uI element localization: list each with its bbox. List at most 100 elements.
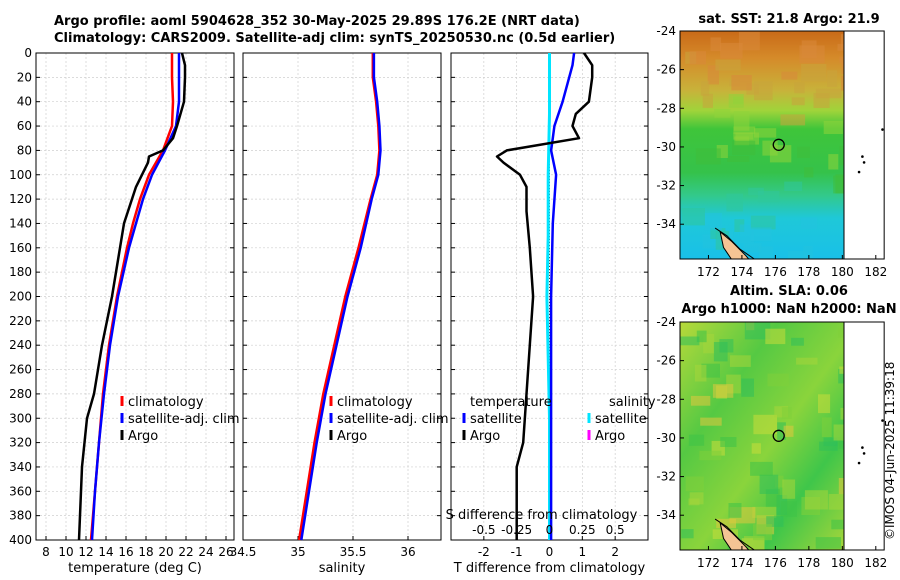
field-patch bbox=[743, 243, 762, 253]
y-tick-label: 240 bbox=[9, 338, 32, 352]
y-tick-label: -26 bbox=[656, 63, 676, 77]
coastline-contour bbox=[714, 518, 756, 550]
field-patch bbox=[815, 537, 841, 549]
field-patch bbox=[818, 394, 831, 414]
island-marker bbox=[861, 446, 864, 449]
field-patch bbox=[728, 503, 742, 518]
secondary-tick-label: 0.5 bbox=[606, 523, 625, 537]
island-marker bbox=[857, 170, 861, 174]
field-patch bbox=[727, 156, 750, 162]
field-patch bbox=[796, 357, 818, 365]
field-patch bbox=[704, 212, 722, 231]
field-patch bbox=[839, 146, 844, 166]
field-patch bbox=[837, 43, 844, 51]
field-patch bbox=[707, 65, 719, 85]
coastline-contour bbox=[714, 227, 756, 259]
field-patch bbox=[733, 126, 756, 134]
field-patch bbox=[719, 339, 734, 353]
field-patch bbox=[833, 424, 844, 441]
field-patch bbox=[838, 369, 844, 384]
x-tick-label: 10 bbox=[58, 545, 73, 559]
x-tick-label: 2 bbox=[611, 545, 619, 559]
field-patch bbox=[803, 246, 813, 259]
field-patch bbox=[714, 109, 731, 118]
field-patch bbox=[689, 51, 706, 65]
field-patch bbox=[801, 64, 827, 82]
x-tick-label: -2 bbox=[478, 545, 490, 559]
sla_map-title: Altim. SLA: 0.06 bbox=[730, 284, 848, 299]
field-patch bbox=[781, 407, 792, 419]
x-tick-label: 178 bbox=[797, 265, 820, 279]
secondary-tick-label: 0 bbox=[546, 523, 554, 537]
secondary-axis-label: S difference from climatology bbox=[446, 508, 638, 523]
sla_map-subtitle: Argo h1000: NaN h2000: NaN bbox=[681, 302, 896, 317]
field-patch bbox=[685, 476, 704, 492]
field-patch bbox=[797, 146, 810, 158]
field-patch bbox=[751, 443, 761, 454]
field-patch bbox=[688, 434, 705, 446]
field-patch bbox=[720, 42, 743, 59]
x-tick-label: 8 bbox=[42, 545, 50, 559]
y-tick-label: 180 bbox=[9, 265, 32, 279]
field-patch bbox=[757, 190, 780, 203]
field-patch bbox=[716, 145, 728, 158]
y-tick-label: 320 bbox=[9, 436, 32, 450]
field-patch bbox=[738, 31, 760, 51]
field-patch bbox=[729, 355, 751, 367]
y-tick-label: -28 bbox=[656, 392, 676, 406]
y-tick-label: 0 bbox=[24, 46, 32, 60]
field-patch bbox=[767, 373, 789, 387]
argo-profile-marker bbox=[772, 138, 785, 151]
field-patch bbox=[828, 494, 844, 510]
y-tick-label: 60 bbox=[17, 119, 32, 133]
field-patch bbox=[804, 167, 814, 178]
field-patch bbox=[838, 437, 844, 449]
series-line-t-satellite bbox=[549, 52, 576, 540]
field-patch bbox=[774, 475, 784, 488]
field-patch bbox=[753, 414, 777, 435]
x-tick-label: 174 bbox=[730, 556, 753, 570]
x-tick-label: 180 bbox=[831, 265, 854, 279]
y-tick-label: 120 bbox=[9, 192, 32, 206]
field-patch bbox=[781, 71, 798, 80]
y-tick-label: 160 bbox=[9, 241, 32, 255]
field-patch bbox=[750, 215, 776, 230]
field-patch bbox=[720, 437, 737, 447]
field-patch bbox=[831, 519, 844, 530]
field-patch bbox=[762, 140, 778, 156]
x-tick-label: 1 bbox=[579, 545, 587, 559]
field-patch bbox=[680, 336, 700, 346]
field-patch bbox=[813, 92, 830, 108]
x-axis-label: T difference from climatology bbox=[453, 561, 646, 576]
x-tick-label: 12 bbox=[78, 545, 93, 559]
legend-entry: climatology bbox=[337, 395, 413, 410]
y-tick-label: -34 bbox=[656, 217, 676, 231]
field-patch bbox=[746, 83, 759, 95]
field-patch bbox=[681, 529, 694, 539]
field-patch bbox=[783, 425, 794, 437]
salinity-panel: 34.5 35 35.5 36 salinity climatology satellite… bbox=[230, 52, 449, 576]
y-tick-label: -30 bbox=[656, 431, 676, 445]
secondary-tick-label: -0.25 bbox=[501, 523, 532, 537]
field-patch bbox=[702, 93, 713, 108]
field-patch bbox=[681, 208, 705, 226]
field-patch bbox=[696, 330, 707, 343]
y-tick-label: 200 bbox=[9, 290, 32, 304]
x-tick-label: -1 bbox=[511, 545, 523, 559]
legend-entry: Argo bbox=[337, 429, 367, 444]
field-patch bbox=[841, 62, 844, 74]
x-tick-label: 172 bbox=[697, 265, 720, 279]
sst_map-field bbox=[680, 31, 844, 259]
field-patch bbox=[840, 34, 844, 50]
field-patch bbox=[741, 378, 754, 397]
y-tick-label: 100 bbox=[9, 168, 32, 182]
field-patch bbox=[839, 366, 844, 374]
sla_map-panel: -24 -26 -28 -30 -32 -34 172 174 176 178 180 182 Alti… bbox=[656, 284, 896, 570]
y-tick-label: 340 bbox=[9, 460, 32, 474]
field-patch bbox=[753, 524, 773, 541]
legend-entry: climatology bbox=[128, 395, 204, 410]
field-patch bbox=[766, 516, 784, 527]
legend-entry: Argo bbox=[128, 429, 158, 444]
field-patch bbox=[712, 384, 734, 398]
